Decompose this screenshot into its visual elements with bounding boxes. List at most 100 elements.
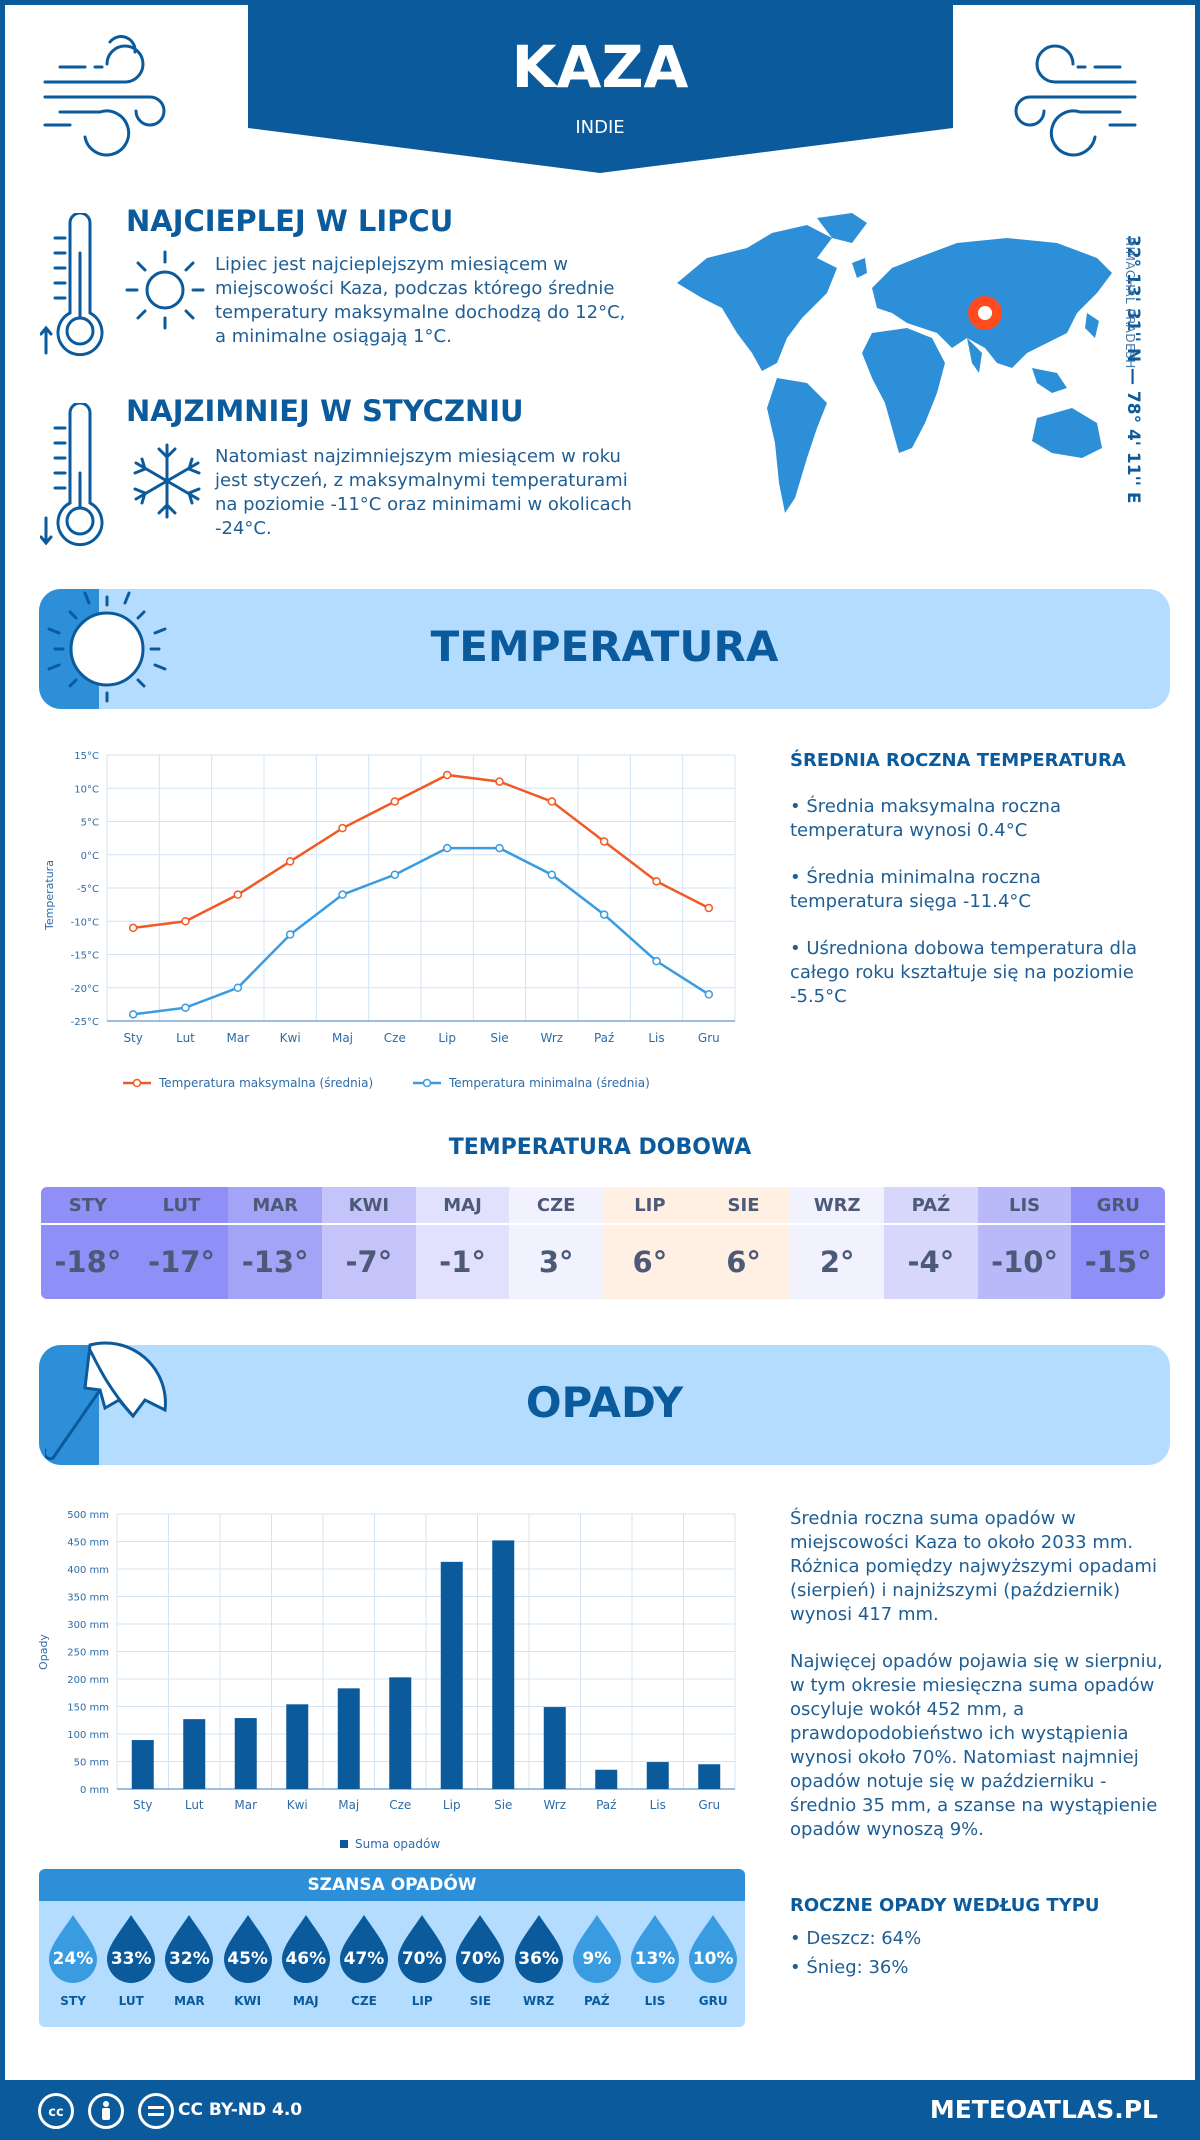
- data-point: [233, 890, 243, 899]
- x-tick-label: Kwi: [287, 1798, 308, 1812]
- legend-marker: [132, 1078, 142, 1088]
- data-point: [495, 843, 504, 853]
- legend-marker: [422, 1078, 432, 1088]
- y-tick-label: 10°C: [74, 784, 99, 795]
- series-line: [133, 846, 710, 1016]
- annual-temp-bullet: • Średnia minimalna roczna temperatura s…: [790, 867, 1041, 912]
- precip-chance-month: PAŹ: [583, 1994, 610, 2008]
- precip-chance-value: 9%: [582, 1949, 612, 1969]
- sun-icon: [125, 250, 205, 330]
- y-axis-label: Temperatura: [43, 860, 56, 931]
- raindrop-shape: [456, 1915, 505, 1983]
- no-derivatives-icon[interactable]: [138, 2093, 174, 2129]
- svg-text:cc: cc: [48, 2105, 63, 2120]
- raindrop-icon: [631, 1915, 679, 1983]
- daily-temp-value: 6°: [603, 1225, 697, 1299]
- city-name: KAZA: [511, 33, 689, 101]
- daily-temp-month: CZE: [509, 1187, 604, 1225]
- data-point: [181, 1003, 190, 1012]
- daily-temp-cell: GRU -15°: [1071, 1187, 1165, 1299]
- data-point: [652, 956, 661, 966]
- bar: [492, 1540, 515, 1789]
- x-tick-label: Lis: [648, 1031, 664, 1045]
- daily-temp-value: -13°: [228, 1225, 323, 1299]
- raindrop-shape: [572, 1915, 621, 1983]
- raindrop-icon: [398, 1915, 447, 1983]
- daily-temp-month: PAŹ: [884, 1187, 978, 1225]
- raindrop-shape: [165, 1915, 214, 1983]
- daily-temp-cell: LIP 6°: [603, 1187, 697, 1299]
- precip-chance-title: SZANSA OPADÓW: [39, 1869, 745, 1901]
- data-point: [442, 843, 452, 853]
- raindrop-shape: [340, 1915, 388, 1983]
- x-tick-label: Maj: [338, 1798, 359, 1812]
- snowflake-icon: [133, 443, 201, 519]
- data-point: [128, 1010, 138, 1019]
- temperature-title: TEMPERATURA: [430, 622, 779, 671]
- precip-chance-month: LIS: [644, 1994, 666, 2008]
- temperature-section-bar: [39, 589, 1170, 709]
- y-tick-label: 350 mm: [67, 1593, 109, 1604]
- daily-temp-value: 3°: [509, 1225, 604, 1299]
- daily-temp-cell: MAR -13°: [228, 1187, 323, 1299]
- raindrop-shape: [281, 1915, 330, 1983]
- umbrella-icon: [45, 1341, 167, 1461]
- daily-temp-cell: MAJ -1°: [415, 1187, 510, 1299]
- legend-label: Temperatura minimalna (średnia): [448, 1076, 650, 1090]
- daily-temp-value: -1°: [415, 1225, 510, 1299]
- data-point: [338, 823, 347, 833]
- site-link[interactable]: METEOATLAS.PL: [929, 2095, 1158, 2124]
- precip-chance-value: 24%: [52, 1949, 94, 1969]
- series-line: [133, 773, 710, 930]
- country-name: INDIE: [575, 117, 625, 138]
- data-point: [285, 930, 295, 939]
- y-tick-label: 5°C: [81, 818, 99, 829]
- daily-temp-month: WRZ: [790, 1187, 885, 1225]
- y-tick-label: -20°C: [71, 984, 99, 995]
- thermometer-up-icon: [40, 213, 104, 357]
- sun-large-icon: [47, 591, 167, 703]
- raindrop-shape: [107, 1915, 156, 1983]
- cc-icon[interactable]: cc: [38, 2093, 74, 2129]
- data-point: [599, 910, 609, 919]
- precip-chance-value: 33%: [110, 1949, 152, 1969]
- x-tick-label: Gru: [698, 1798, 720, 1812]
- daily-temp-value: -7°: [322, 1225, 416, 1299]
- daily-temp-cell: SIE 6°: [696, 1187, 791, 1299]
- precip-chance-value: 45%: [227, 1949, 268, 1969]
- precip-chance-month: LUT: [118, 1994, 144, 2008]
- daily-temp-month: MAJ: [415, 1187, 510, 1225]
- y-tick-label: 200 mm: [67, 1675, 109, 1686]
- daily-temp-month: GRU: [1071, 1187, 1165, 1225]
- bar: [698, 1764, 721, 1789]
- bar: [286, 1704, 309, 1789]
- y-tick-label: 300 mm: [67, 1620, 109, 1631]
- precip-type-snow: • Śnieg: 36%: [790, 1957, 909, 1978]
- y-tick-label: -25°C: [71, 1017, 99, 1028]
- data-point: [390, 797, 400, 806]
- x-tick-label: Lip: [438, 1031, 456, 1045]
- x-tick-label: Paź: [596, 1798, 616, 1812]
- precip-chance-month: KWI: [234, 1994, 262, 2008]
- daily-temp-month: LIS: [977, 1187, 1072, 1225]
- x-tick-label: Wrz: [543, 1798, 566, 1812]
- precip-type-rain: • Deszcz: 64%: [790, 1928, 922, 1949]
- daily-temp-month: LIP: [603, 1187, 697, 1225]
- x-tick-label: Lut: [176, 1031, 195, 1045]
- raindrop-icon: [340, 1915, 388, 1983]
- raindrop-shape: [398, 1915, 447, 1983]
- coldest-text: Natomiast najzimniejszym miesiącem w rok…: [215, 446, 632, 539]
- x-tick-label: Sie: [494, 1798, 512, 1812]
- daily-temp-cell: LIS -10°: [977, 1187, 1072, 1299]
- world-map: [677, 213, 1112, 513]
- legend-label: Suma opadów: [355, 1837, 440, 1851]
- precip-chance-month: CZE: [351, 1994, 377, 2008]
- raindrop-icon: [514, 1915, 563, 1983]
- license-text[interactable]: CC BY-ND 4.0: [178, 2100, 303, 2120]
- daily-temp-cell: LUT -17°: [134, 1187, 229, 1299]
- attribution-icon[interactable]: [88, 2093, 124, 2129]
- x-tick-label: Sty: [123, 1031, 142, 1045]
- annual-temp-title: ŚREDNIA ROCZNA TEMPERATURA: [790, 750, 1126, 771]
- precip-chance-value: 32%: [169, 1949, 210, 1969]
- precip-chance-value: 10%: [692, 1949, 734, 1969]
